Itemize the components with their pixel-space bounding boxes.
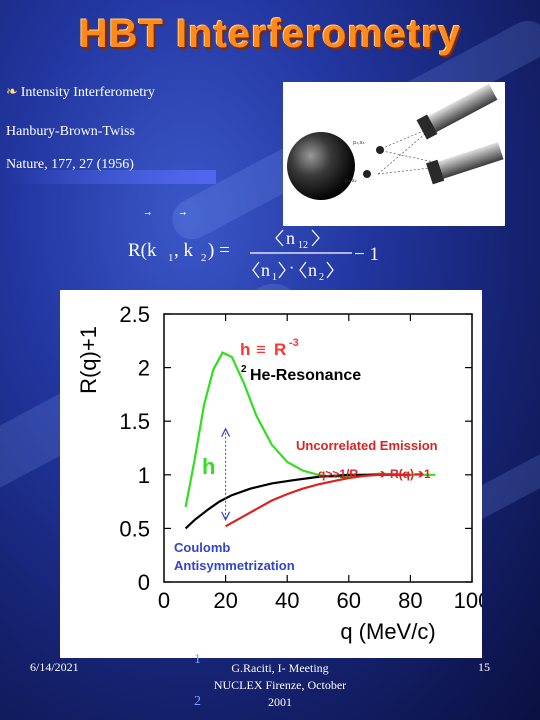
vector-mark: ⃗ [144,212,151,215]
footer-line-3: 2001 [268,695,292,709]
y-tick-label: 1 [138,463,150,488]
x-tick-label: 40 [275,588,299,613]
y-axis-label: R(q)+1 [76,326,101,394]
formula-close: ) = [208,240,230,261]
x-tick-label: 100 [454,588,482,613]
coulomb-label: Coulomb [174,540,230,555]
page-number: 15 [478,660,490,674]
formula-den-b-sub: 2 [319,272,324,283]
formula-den-a-sub: 1 [272,272,277,283]
svg-text:p₂,x₂: p₂,x₂ [345,178,357,184]
uncorrelated-label: Uncorrelated Emission [296,438,438,453]
correlation-formula: ⃗ ⃗ R(k 1 , k 2 ) = n 12 n 1 · n 2 − 1 [126,210,386,290]
x-tick-label: 20 [213,588,237,613]
slide-date: 6/14/2021 [30,660,79,674]
y-tick-label: 0.5 [119,516,150,541]
formula-den-a: n [261,260,270,280]
highlight-band [4,170,216,184]
formula-dot: · [289,260,294,277]
x-tick-label: 80 [398,588,422,613]
y-tick-label: 0 [138,570,150,595]
resonance-pre: 2 [241,364,247,375]
detector-setup-image: p₁,x₁ p₂,x₂ [283,82,505,226]
formula-minus-one: − 1 [354,244,379,265]
formula-den-b: n [308,260,317,280]
q-arrow: ➔ [376,467,386,481]
formula-numerator-sub: 12 [298,240,308,251]
footer-fragment-bottom: 2 [194,694,201,709]
footer-fragment-top: 1 [194,652,201,667]
resonance-label: He-Resonance [250,367,361,384]
x-axis-label: q (MeV/c) [340,619,435,644]
formula-lhs: R(k [128,240,157,261]
slide-title: HBT Interferometry [78,12,462,56]
q-condition-pre: q>>1/R [318,467,358,481]
formula-comma: , k [174,240,194,261]
eta-arrowhead-up [221,427,231,437]
feather-icon: ❧ [6,85,18,100]
plot-frame [163,313,473,583]
bullet-line: ❧ Intensity Interferometry [6,84,155,101]
series-line-3 [225,473,411,528]
y-tick-label: 2 [138,356,150,381]
eta-def-post: R [274,340,286,359]
y-tick-label: 1.5 [119,409,150,434]
footer-line-1: G.Raciti, I- Meeting [231,661,329,675]
eta-arrowhead-down [221,511,231,522]
eta-def-exp: -3 [289,337,299,349]
eta-def-equiv: ≡ [256,340,266,359]
hbt-names: Hanbury-Brown-Twiss [6,124,135,139]
formula-sub1: 1 [168,252,174,264]
x-tick-0: 0 [158,588,170,613]
formula-numerator: n [286,228,295,248]
nature-citation: Nature, 177, 27 (1956) [6,157,134,172]
antisym-label: Antisymmetrization [174,558,295,573]
x-tick-label: 60 [337,588,361,613]
footer-center: G.Raciti, I- Meeting NUCLEX Firenze, Oct… [200,660,360,711]
footer-line-2: NUCLEX Firenze, October [213,678,347,692]
eta-def-pre: h [240,340,250,359]
svg-text:p₁,x₁: p₁,x₁ [353,140,365,146]
formula-sub2: 2 [201,252,207,264]
y-tick-label: 2.5 [119,302,150,327]
vector-mark: ⃗ [179,212,186,215]
eta-symbol: h [202,454,215,479]
q-condition-post: R(q)➔1 [390,467,431,481]
correlation-chart: R(q)+1 q (MeV/c) 0 0 0.5 1 1.5 2 2.5 20 40 60 80 1… [60,290,490,658]
bullet-text: Intensity Interferometry [20,85,155,100]
series-line-2 [184,473,411,530]
